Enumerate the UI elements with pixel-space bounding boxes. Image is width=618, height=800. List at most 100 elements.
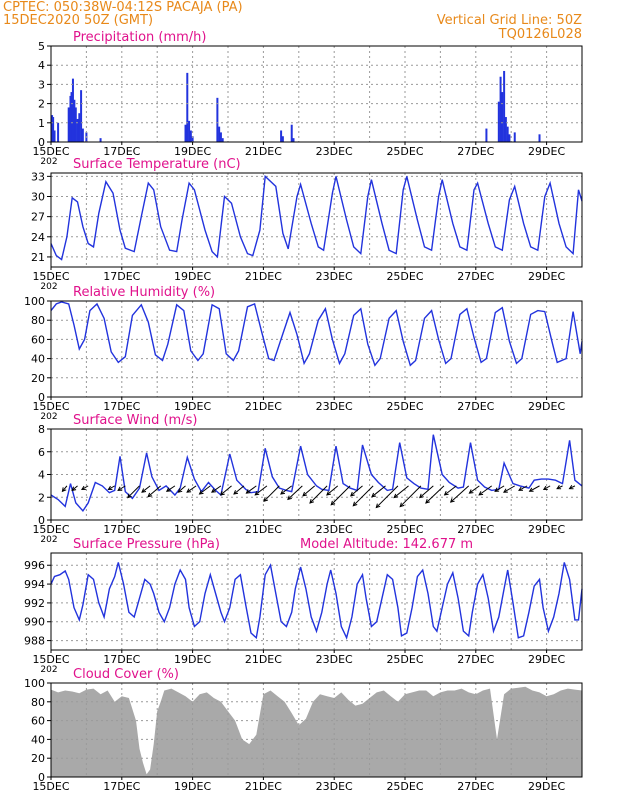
precip-bar (52, 117, 55, 142)
precip-bar (501, 92, 504, 142)
wind-vector-arrow (450, 485, 470, 503)
wind-vector-head (393, 493, 399, 499)
precip-bar (51, 115, 54, 142)
wind-vector-arrow (263, 485, 280, 502)
wind-vector-arrow (469, 485, 480, 494)
wind-vector-head (352, 501, 358, 507)
wind-vector-head (147, 492, 153, 498)
precip-bar (69, 95, 72, 142)
pressure-frame (50, 552, 583, 651)
x-tick-label: 15DEC (32, 400, 69, 413)
precip-bar (53, 130, 56, 142)
precip-bar (485, 128, 488, 142)
precip-bar (81, 128, 84, 142)
y-tick-label: 6 (38, 446, 45, 459)
wind-vector-arrow (375, 485, 399, 508)
wind-vector-head (478, 491, 484, 496)
wind-vector-arrow (280, 485, 293, 495)
wind-vector-head (245, 489, 251, 494)
humidity-panel: 0 20 40 60 80 100 15DEC 17DEC 19DEC 21DEC 23DEC 25D… (24, 285, 583, 422)
x-tick-label: 15DEC (32, 145, 69, 158)
wind-panel: 0 2 4 6 8 15DEC 17DEC 19DEC 21DEC 23DEC 25DEC 27DEC… (32, 413, 583, 545)
x-tick-label: 29DEC (528, 780, 565, 793)
model-altitude-label: Model Altitude: 142.677 m (300, 537, 473, 552)
precip-bar (506, 126, 509, 142)
wind-vector-arrow (199, 485, 211, 495)
x-tick-label: 15DEC (32, 523, 69, 536)
wind-vector-head (503, 488, 508, 493)
wind-vector-arrow (233, 485, 245, 495)
x-tick-label: 23DEC (316, 653, 353, 666)
header-grid-line: Vertical Grid Line: 50Z (436, 13, 582, 28)
wind-vector-arrow (177, 485, 186, 493)
wind-vector-arrow (127, 485, 140, 498)
x-tick-label: 21DEC (245, 653, 282, 666)
wind-vector-head (61, 487, 67, 493)
y-tick-label: 0 (38, 391, 45, 404)
wind-series-line (50, 434, 583, 513)
precip-bar (76, 118, 79, 142)
precip-bar (538, 134, 541, 142)
x-tick-label: 29DEC (528, 653, 565, 666)
precip-bar (497, 101, 500, 142)
x-tick-label: 29DEC (528, 400, 565, 413)
humidity-frame (50, 300, 583, 398)
wind-vector-arrow (350, 485, 363, 497)
x-tick-label: 27DEC (457, 400, 494, 413)
y-tick-label: 100 (24, 295, 45, 308)
y-tick-label: 20 (31, 752, 45, 765)
wind-vector-head (375, 503, 381, 509)
precip-bar (80, 90, 83, 142)
x-tick-label: 15DEC (32, 780, 69, 793)
x-tick-label: 27DEC (457, 653, 494, 666)
temperature-series-line (50, 174, 583, 261)
wind-vector-arrow (302, 485, 316, 497)
wind-vector-head (302, 491, 308, 497)
wind-vector-arrow (220, 485, 232, 496)
x-tick-label: 17DEC (103, 270, 140, 283)
y-tick-label: 30 (31, 191, 45, 204)
wind-vector-arrow (62, 485, 68, 492)
x-tick-label: 29DEC (528, 523, 565, 536)
wind-vector-arrow (393, 485, 409, 498)
x-year-label: 202 (40, 157, 57, 167)
x-tick-label: 27DEC (457, 270, 494, 283)
precip-panel-title: Precipitation (mm/h) (73, 30, 206, 45)
wind-vector-head (399, 502, 405, 508)
x-tick-label: 19DEC (174, 145, 211, 158)
wind-vector-head (518, 486, 524, 491)
wind-vector-arrow (186, 485, 197, 493)
x-tick-label: 27DEC (457, 523, 494, 536)
wind-vector-head (494, 487, 500, 492)
wind-vector-head (449, 498, 455, 503)
x-tick-label: 23DEC (316, 780, 353, 793)
precip-frame (50, 45, 583, 143)
precip-bar (189, 130, 192, 142)
wind-vector-arrow (444, 485, 457, 496)
wind-vector-arrow (494, 485, 505, 492)
wind-vector-arrow (254, 485, 268, 496)
wind-vector-head (425, 499, 430, 504)
x-tick-label: 19DEC (174, 653, 211, 666)
x-tick-label: 19DEC (174, 400, 211, 413)
x-tick-label: 15DEC (32, 270, 69, 283)
x-tick-label: 23DEC (316, 400, 353, 413)
x-tick-label: 19DEC (174, 523, 211, 536)
x-tick-label: 21DEC (245, 145, 282, 158)
x-tick-label: 15DEC (32, 653, 69, 666)
y-tick-label: 994 (24, 578, 45, 591)
cloud-panel: 0 20 40 60 80 100 15DEC 17DEC 19DEC 21DEC 23DEC 25D… (24, 667, 583, 793)
x-tick-label: 21DEC (245, 523, 282, 536)
x-year-label: 202 (40, 282, 57, 292)
precip-bar (221, 138, 224, 142)
wind-vector-arrow (529, 485, 540, 492)
y-tick-label: 60 (31, 715, 45, 728)
x-tick-label: 17DEC (103, 653, 140, 666)
y-tick-label: 2 (38, 491, 45, 504)
precip-bar (67, 107, 70, 142)
wind-vector-head (198, 490, 204, 495)
wind-vector-arrow (478, 485, 493, 496)
wind-vector-head (117, 486, 123, 491)
wind-vector-arrow (543, 485, 551, 490)
pressure-panel-title: Surface Pressure (hPa) (73, 537, 220, 552)
